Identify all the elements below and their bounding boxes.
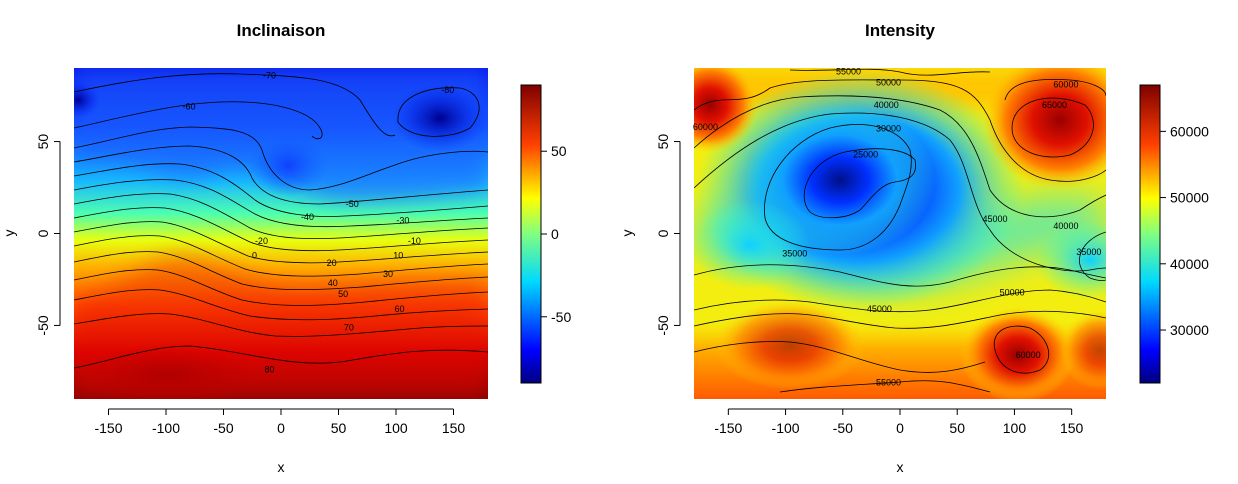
contour-label: 20	[327, 258, 337, 268]
x-tick-label: 100	[1003, 420, 1027, 436]
contour-label: -80	[441, 85, 454, 95]
intensity-panel: Intensity	[619, 21, 1209, 475]
contour-label: 30000	[876, 124, 901, 134]
contour-label: 35000	[1076, 247, 1101, 257]
y-tick-label: 50	[655, 134, 671, 150]
contour-label: 60000	[1053, 80, 1078, 90]
contour-label: 40000	[1053, 221, 1078, 231]
contour-label: 60000	[1016, 350, 1041, 360]
x-tick-label: -150	[714, 420, 742, 436]
y-tick-label: -50	[655, 315, 671, 335]
y-tick-label: 50	[35, 134, 51, 150]
colorbar-tick-label: 50	[551, 143, 567, 159]
colorbar: -50 0 50	[520, 84, 571, 384]
contour-label: 35000	[782, 249, 807, 259]
inclinaison-panel: Inclinaison	[1, 21, 571, 475]
contour-label: 40	[328, 278, 338, 288]
contour-label: 10	[393, 251, 403, 261]
colorbar-tick-label: 30000	[1170, 322, 1209, 338]
colorbar-ticks: 30000 40000 50000 60000	[1160, 123, 1209, 338]
contour-label: -30	[396, 216, 409, 226]
colorbar-tick-label: 0	[551, 226, 559, 242]
colorbar: 30000 40000 50000 60000	[1139, 84, 1209, 384]
heatmap-field	[74, 68, 488, 399]
contour-label: 45000	[867, 304, 892, 314]
y-tick-label: 0	[655, 229, 671, 237]
contour-label: 45000	[982, 214, 1007, 224]
x-tick-label: 150	[442, 420, 466, 436]
contour-label: 55000	[876, 377, 901, 387]
contour-label: 50	[338, 289, 348, 299]
x-tick-label: 0	[896, 420, 904, 436]
x-tick-label: 100	[384, 420, 408, 436]
x-tick-label: -150	[94, 420, 122, 436]
contour-label: 60	[394, 304, 404, 314]
contour-labels: 55000 50000 40000 30000 25000 60000 65000 60000…	[693, 67, 1101, 388]
colorbar-ticks: -50 0 50	[541, 143, 571, 325]
contour-label: 50000	[1000, 287, 1025, 297]
contour-label: 0	[252, 251, 257, 261]
chart-title: Inclinaison	[237, 21, 326, 40]
colorbar-tick-label: 40000	[1170, 256, 1209, 272]
contour-label: 55000	[836, 67, 861, 77]
contour-label: 60000	[693, 122, 718, 132]
y-axis-label: y	[619, 230, 635, 237]
contour-label: 65000	[1042, 100, 1067, 110]
colorbar-tick-label: -50	[551, 309, 571, 325]
contour-label: 80	[264, 365, 274, 375]
x-tick-label: -50	[833, 420, 853, 436]
colorbar-tick-label: 50000	[1170, 190, 1209, 206]
y-axis: -50 0 50	[655, 134, 681, 336]
contour-label: 25000	[853, 149, 878, 159]
contour-label: 50000	[876, 78, 901, 88]
x-tick-label: -50	[213, 420, 233, 436]
contour-label: -70	[263, 70, 276, 80]
contour-label: 70	[344, 322, 354, 332]
x-axis-label: x	[278, 459, 285, 475]
x-axis-label: x	[897, 459, 904, 475]
heatmap-field	[694, 68, 1106, 399]
contour-label: -50	[346, 199, 359, 209]
contour-label: -60	[182, 102, 195, 112]
y-tick-label: 0	[35, 229, 51, 237]
x-axis: -150 -100 -50 0 50 100 150	[714, 408, 1084, 436]
y-axis-label: y	[1, 230, 17, 237]
y-tick-label: -50	[35, 315, 51, 335]
x-tick-label: 50	[949, 420, 965, 436]
contour-label: -20	[255, 236, 268, 246]
contour-label: 40000	[874, 100, 899, 110]
contour-label: -40	[301, 212, 314, 222]
contour-label: -10	[408, 236, 421, 246]
colorbar-tick-label: 60000	[1170, 123, 1209, 139]
contour-label: 30	[383, 269, 393, 279]
x-tick-label: 0	[277, 420, 285, 436]
x-tick-label: -100	[772, 420, 800, 436]
x-tick-label: 50	[331, 420, 347, 436]
y-axis: -50 0 50	[35, 134, 61, 336]
chart-title: Intensity	[865, 21, 935, 40]
x-tick-label: -100	[152, 420, 180, 436]
x-axis: -150 -100 -50 0 50 100 150	[94, 408, 466, 436]
x-tick-label: 150	[1060, 420, 1084, 436]
